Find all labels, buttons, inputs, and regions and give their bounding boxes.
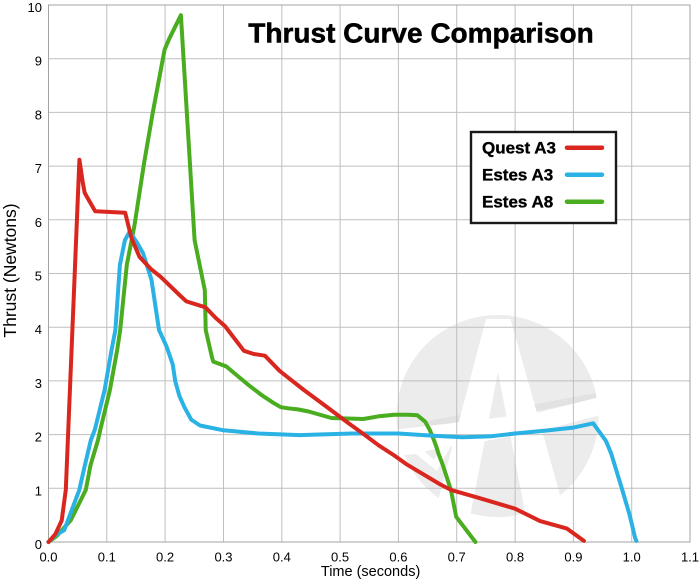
- svg-text:5: 5: [35, 269, 42, 284]
- svg-text:7: 7: [35, 161, 42, 176]
- svg-text:Estes A3: Estes A3: [482, 166, 553, 185]
- svg-text:10: 10: [28, 0, 42, 15]
- svg-text:Estes A8: Estes A8: [482, 193, 553, 212]
- svg-text:0.9: 0.9: [564, 550, 582, 565]
- svg-text:9: 9: [35, 54, 42, 69]
- svg-text:1: 1: [35, 483, 42, 498]
- svg-text:0.1: 0.1: [98, 550, 116, 565]
- svg-text:1.0: 1.0: [623, 550, 641, 565]
- svg-text:2: 2: [35, 430, 42, 445]
- svg-text:0: 0: [35, 537, 42, 552]
- svg-text:0.7: 0.7: [448, 550, 466, 565]
- svg-text:4: 4: [35, 322, 42, 337]
- svg-text:0.6: 0.6: [389, 550, 407, 565]
- svg-text:1.1: 1.1: [681, 550, 699, 565]
- svg-text:6: 6: [35, 215, 42, 230]
- svg-text:8: 8: [35, 107, 42, 122]
- svg-text:Thrust (Newtons): Thrust (Newtons): [0, 203, 20, 337]
- svg-text:0.2: 0.2: [156, 550, 174, 565]
- svg-text:0.3: 0.3: [214, 550, 232, 565]
- svg-text:Thrust Curve Comparison: Thrust Curve Comparison: [248, 18, 593, 49]
- svg-text:Time (seconds): Time (seconds): [321, 564, 420, 580]
- svg-text:0.5: 0.5: [331, 550, 349, 565]
- svg-text:Quest A3: Quest A3: [482, 139, 556, 158]
- svg-text:3: 3: [35, 376, 42, 391]
- svg-text:0.0: 0.0: [39, 550, 57, 565]
- svg-text:0.4: 0.4: [273, 550, 291, 565]
- svg-text:0.8: 0.8: [506, 550, 524, 565]
